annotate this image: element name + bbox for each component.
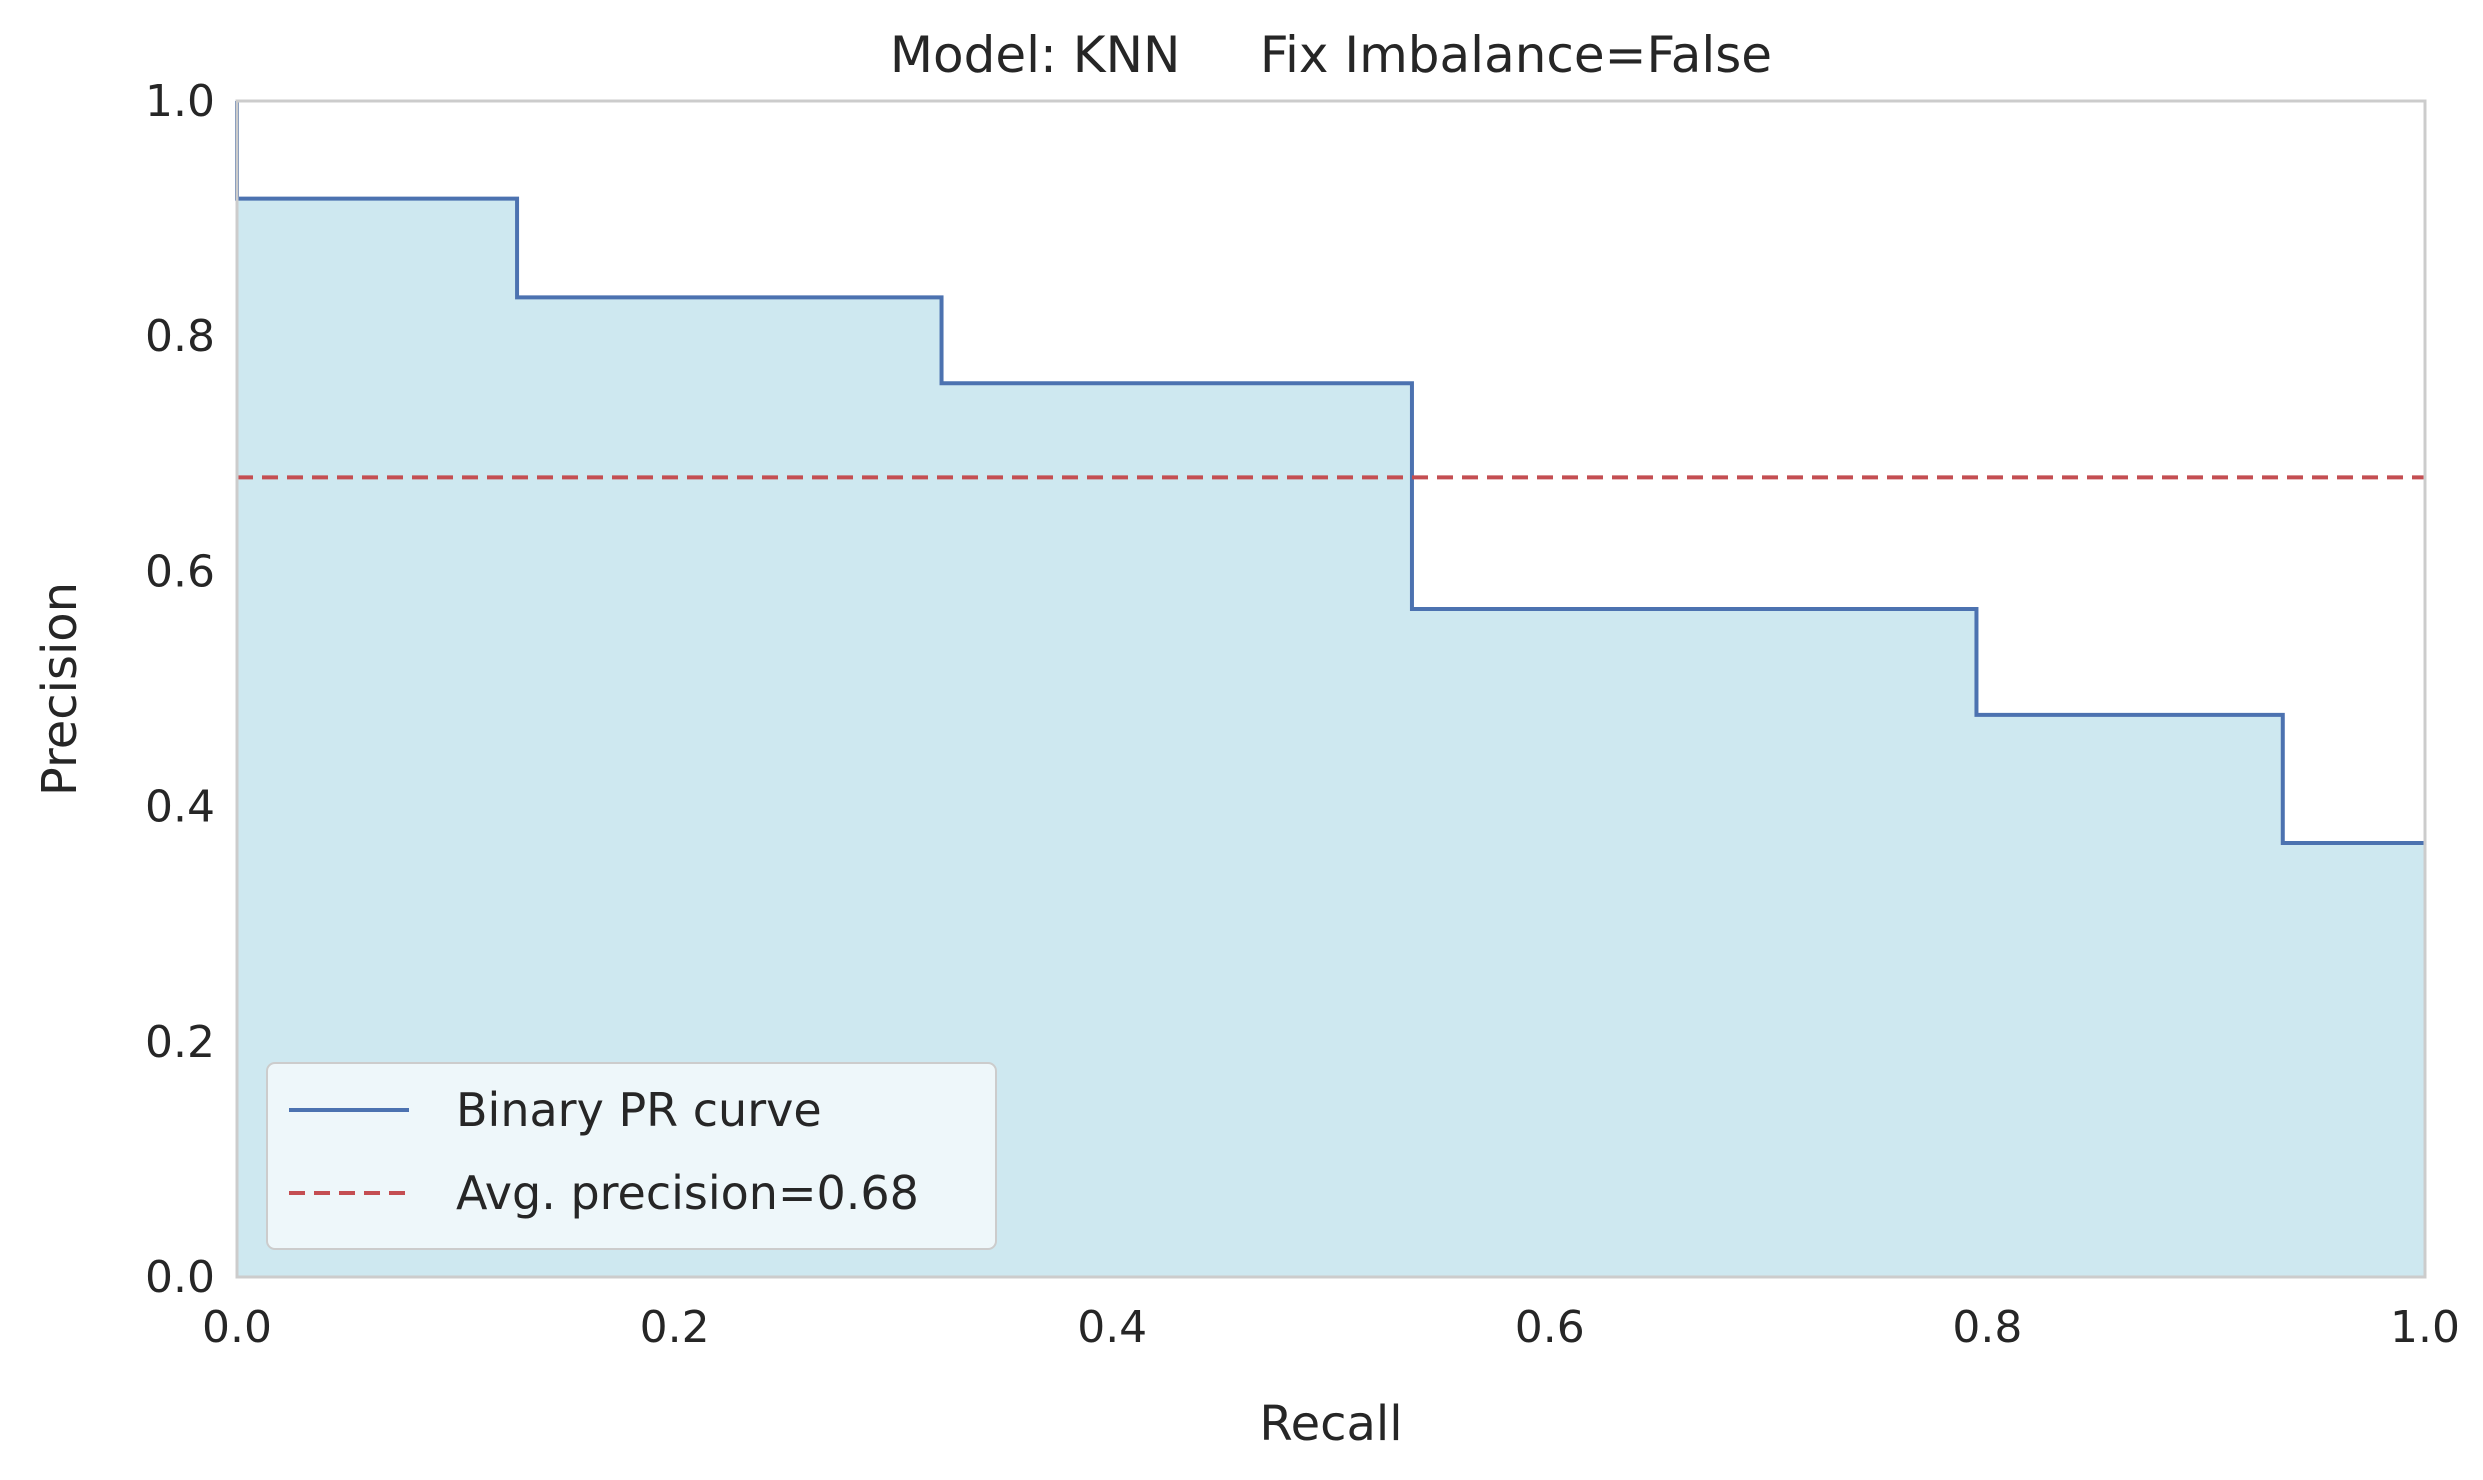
y-axis-label: Precision	[32, 582, 88, 796]
x-tick-label: 0.2	[640, 1302, 710, 1353]
legend: Binary PR curve Avg. precision=0.68	[266, 1062, 997, 1250]
x-tick-label: 1.0	[2390, 1302, 2460, 1353]
y-tick-label: 0.6	[145, 546, 215, 597]
y-tick-label: 0.0	[145, 1252, 215, 1303]
plot-frame	[235, 99, 2427, 1279]
x-tick-label: 0.0	[202, 1302, 272, 1353]
pr-area-fill	[237, 101, 2425, 1277]
x-tick-label: 0.4	[1077, 1302, 1147, 1353]
legend-label-avg-precision: Avg. precision=0.68	[456, 1166, 919, 1220]
legend-box	[266, 1062, 997, 1250]
y-tick-labels: 0.0 0.2 0.4 0.6 0.8 1.0	[145, 76, 215, 1303]
x-axis-label: Recall	[1259, 1396, 1402, 1452]
y-tick-label: 0.8	[145, 311, 215, 362]
legend-label-pr-curve: Binary PR curve	[456, 1083, 822, 1137]
y-tick-label: 0.2	[145, 1017, 215, 1068]
pr-curve-line	[235, 101, 2425, 846]
chart-title: Model: KNN Fix Imbalance=False	[890, 26, 1772, 84]
x-tick-label: 0.6	[1515, 1302, 1585, 1353]
x-tick-label: 0.8	[1952, 1302, 2022, 1353]
y-tick-label: 0.4	[145, 782, 215, 833]
y-tick-label: 1.0	[145, 76, 215, 127]
x-tick-labels: 0.0 0.2 0.4 0.6 0.8 1.0	[202, 1302, 2460, 1353]
